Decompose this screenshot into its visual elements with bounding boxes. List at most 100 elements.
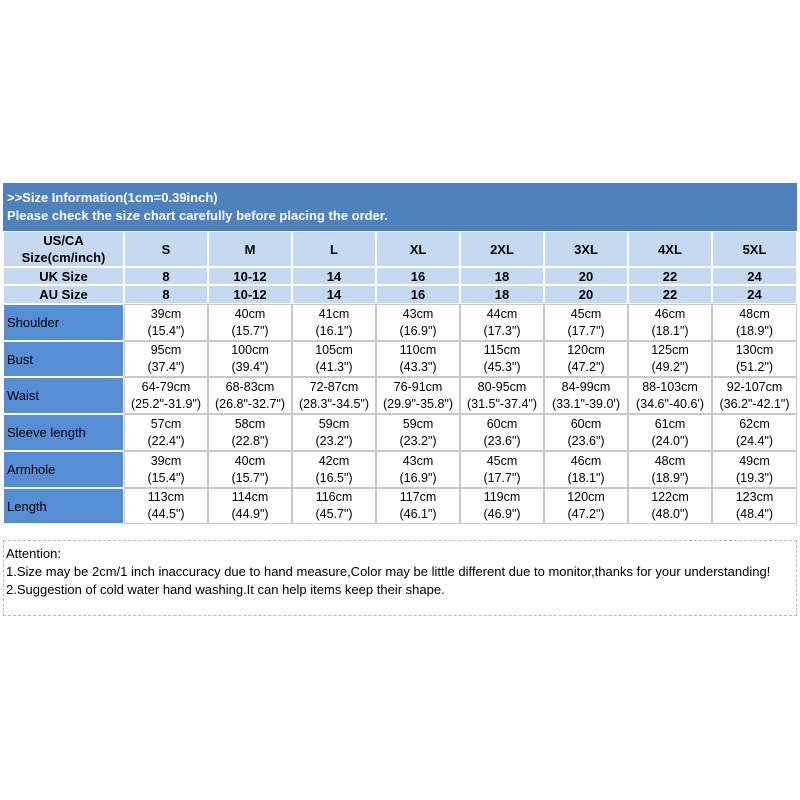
- measure-cell: 119cm (46.9"): [460, 488, 544, 524]
- measure-cell: 46cm (18.1"): [628, 304, 712, 341]
- measure-cell: 59cm (23.2"): [292, 414, 376, 451]
- row-label: Length: [3, 488, 124, 524]
- measure-cell: 105cm (41.3"): [292, 341, 376, 377]
- cell-text: (51.2"): [735, 360, 774, 374]
- banner-line: >>Size Information(1cm=0.39inch): [7, 190, 218, 205]
- cell-text: (37.4"): [147, 360, 185, 374]
- measure-cell: 62cm (24.4"): [712, 414, 797, 451]
- cell-text: UK Size: [39, 268, 88, 284]
- cell-text: (36.2"-42.1"): [719, 396, 790, 411]
- measure-cell: 123cm (48.4"): [712, 488, 797, 524]
- cell-text: 22: [662, 268, 678, 284]
- cell-text: 95cm: [150, 343, 182, 357]
- measure-cell: 60cm (23.6"): [544, 414, 628, 451]
- cell-text: 10-12: [233, 268, 267, 284]
- cell-text: 123cm: [735, 490, 774, 504]
- cell-text: (22.4"): [147, 433, 185, 448]
- cell-text: 18: [494, 268, 510, 284]
- cell-text: (24.0"): [651, 433, 689, 448]
- measure-cell: 61cm (24.0"): [628, 414, 712, 451]
- row-label: Shoulder: [3, 304, 124, 341]
- cell-text: Shoulder: [7, 315, 60, 330]
- size-cell: 8: [124, 267, 208, 285]
- cell-text: 84-99cm: [561, 379, 611, 394]
- cell-text: M: [244, 241, 256, 257]
- cell-text: (44.5"): [147, 507, 185, 521]
- cell-text: 41cm: [318, 306, 350, 321]
- cell-text: (46.1"): [399, 507, 437, 521]
- measure-cell: 84-99cm (33.1"-39.0'): [544, 377, 628, 414]
- cell-text: 60cm: [486, 416, 518, 431]
- measure-cell: 120cm (47.2"): [544, 341, 628, 377]
- cell-text: (47.2"): [567, 507, 605, 521]
- cell-text: L: [330, 241, 338, 257]
- cell-text: 58cm: [234, 416, 266, 431]
- size-cell: 24: [712, 267, 797, 285]
- size-cell: 16: [376, 285, 460, 304]
- cell-text: (16.9"): [399, 323, 437, 338]
- measure-cell: 48cm (18.9"): [712, 304, 797, 341]
- cell-text: XL: [409, 241, 427, 257]
- cell-text: 43cm: [402, 306, 434, 321]
- cell-text: (22.8"): [231, 433, 269, 448]
- cell-text: 46cm: [570, 453, 602, 468]
- measure-cell: 40cm (15.7"): [208, 304, 292, 341]
- size-cell: 18: [460, 285, 544, 304]
- cell-text: 49cm: [739, 453, 770, 468]
- measure-cell: 60cm (23.6"): [460, 414, 544, 451]
- size-cell: 22: [628, 285, 712, 304]
- measure-cell: 114cm (44.9"): [208, 488, 292, 524]
- size-cell: 10-12: [208, 285, 292, 304]
- measure-cell: 113cm (44.5"): [124, 488, 208, 524]
- row-header: UK Size: [3, 267, 124, 285]
- cell-text: (23.6"): [567, 433, 605, 448]
- cell-text: (25.2"-31.9"): [130, 396, 202, 411]
- cell-text: AU Size: [39, 287, 88, 302]
- measure-cell: 92-107cm (36.2"-42.1"): [712, 377, 797, 414]
- cell-text: (16.9"): [399, 470, 437, 485]
- cell-text: 2XL: [490, 241, 514, 257]
- size-header: S: [124, 231, 208, 267]
- size-cell: 20: [544, 285, 628, 304]
- measure-cell: 116cm (45.7"): [292, 488, 376, 524]
- size-cell: 24: [712, 285, 797, 304]
- cell-text: (18.1"): [651, 323, 689, 338]
- cell-text: 59cm: [318, 416, 350, 431]
- cell-text: 120cm: [567, 490, 605, 504]
- cell-text: (15.7"): [231, 470, 269, 485]
- size-cell: 14: [292, 267, 376, 285]
- cell-text: (16.5"): [315, 470, 353, 485]
- cell-text: 68-83cm: [225, 379, 275, 394]
- cell-text: 59cm: [402, 416, 434, 431]
- measure-cell: 80-95cm (31.5"-37.4"): [460, 377, 544, 414]
- cell-text: 44cm: [486, 306, 518, 321]
- cell-text: 43cm: [402, 453, 434, 468]
- cell-text: Bust: [7, 351, 34, 367]
- cell-text: 14: [326, 287, 342, 302]
- cell-text: 64-79cm: [141, 379, 191, 394]
- measure-cell: 130cm (51.2"): [712, 341, 797, 377]
- cell-text: 60cm: [570, 416, 602, 431]
- measure-cell: 49cm (19.3"): [712, 451, 797, 488]
- cell-text: (34.6"-40.6'): [636, 396, 704, 411]
- cell-text: 115cm: [483, 343, 521, 357]
- cell-text: (24.4"): [735, 433, 774, 448]
- cell-text: (18.9"): [735, 323, 774, 338]
- cell-text: 5XL: [742, 241, 767, 257]
- note-title: Attention:: [6, 546, 61, 561]
- cell-text: Armhole: [7, 462, 56, 477]
- measure-cell: 100cm (39.4"): [208, 341, 292, 377]
- cell-text: (17.7"): [567, 323, 605, 338]
- measure-cell: 120cm (47.2"): [544, 488, 628, 524]
- row-label: Bust: [3, 341, 124, 377]
- cell-text: 20: [578, 268, 594, 284]
- cell-text: 100cm: [231, 343, 269, 357]
- cell-text: 88-103cm: [642, 379, 698, 394]
- cell-text: 46cm: [654, 306, 686, 321]
- cell-text: Length: [7, 498, 47, 514]
- measure-cell: 76-91cm (29.9"-35.8"): [376, 377, 460, 414]
- size-header: XL: [376, 231, 460, 267]
- cell-text: 76-91cm: [393, 379, 443, 394]
- cell-text: 16: [410, 268, 426, 284]
- cell-text: Waist: [7, 388, 40, 403]
